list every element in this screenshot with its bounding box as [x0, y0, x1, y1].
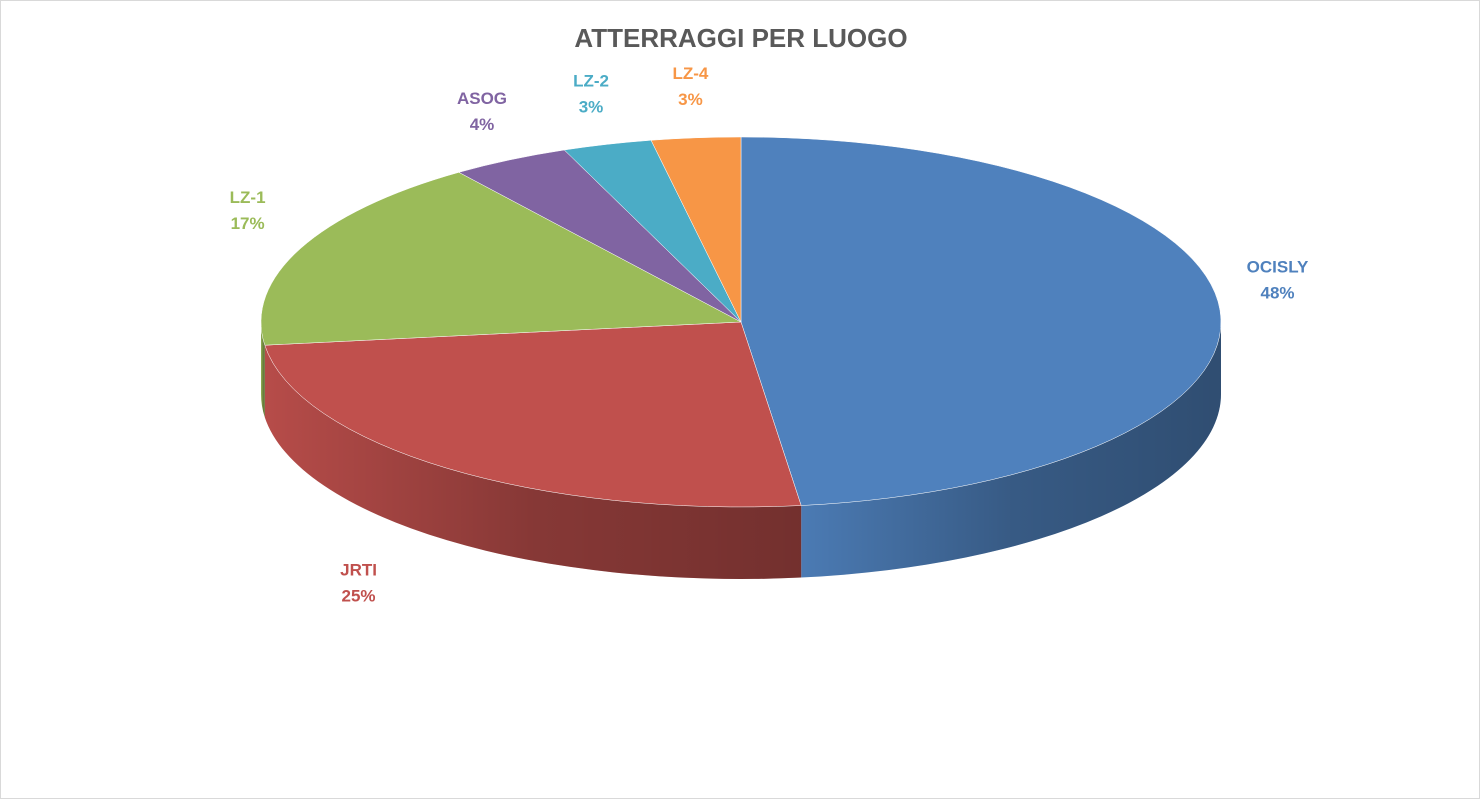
- category-label: LZ-1: [230, 188, 266, 207]
- category-label: OCISLY: [1247, 257, 1309, 276]
- chart-title: ATTERRAGGI PER LUOGO: [574, 23, 907, 53]
- value-label: 25%: [342, 587, 376, 606]
- value-label: 17%: [231, 214, 265, 233]
- value-label: 48%: [1261, 283, 1295, 302]
- slice-top: [650, 136, 742, 323]
- slice-side-shade: [801, 322, 1221, 578]
- slice: [650, 136, 742, 323]
- category-label: LZ-4: [672, 64, 708, 83]
- slice-side-shade: [261, 322, 265, 418]
- slice: [260, 172, 742, 418]
- slice-top: [264, 321, 802, 508]
- slice-side-shade: [264, 345, 802, 579]
- slice: [264, 321, 802, 579]
- slice-top: [740, 136, 1222, 506]
- category-label: LZ-2: [573, 72, 609, 91]
- slice-top: [260, 172, 742, 346]
- category-label: ASOG: [457, 89, 507, 108]
- slice: [740, 136, 1222, 578]
- value-label: 4%: [470, 115, 495, 134]
- category-label: JRTI: [340, 561, 377, 580]
- value-label: 3%: [579, 98, 604, 117]
- value-label: 3%: [678, 90, 703, 109]
